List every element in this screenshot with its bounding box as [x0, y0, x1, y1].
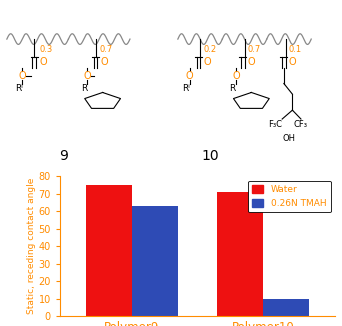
- Text: O: O: [248, 57, 255, 67]
- Text: 0.7: 0.7: [248, 45, 261, 54]
- Text: O: O: [203, 57, 211, 67]
- Bar: [217, 192, 263, 316]
- Text: O: O: [83, 71, 91, 82]
- Bar: [86, 185, 132, 316]
- Text: 9: 9: [59, 149, 68, 163]
- Text: Rⁱ: Rⁱ: [182, 84, 190, 93]
- Text: O: O: [18, 71, 26, 82]
- Text: 10: 10: [201, 149, 219, 163]
- Text: 0.2: 0.2: [203, 45, 216, 54]
- Text: F₃C: F₃C: [268, 120, 282, 129]
- Text: O: O: [186, 71, 194, 82]
- Text: R: R: [81, 84, 87, 93]
- Bar: [263, 299, 309, 316]
- Text: O: O: [232, 71, 240, 82]
- Text: 0.3: 0.3: [39, 45, 53, 54]
- Text: Rⁱ: Rⁱ: [15, 84, 23, 93]
- Text: R: R: [229, 84, 236, 93]
- Y-axis label: Static, receding contact angle: Static, receding contact angle: [27, 178, 36, 314]
- Text: O: O: [101, 57, 108, 67]
- Text: O: O: [39, 57, 47, 67]
- Text: OH: OH: [282, 134, 295, 143]
- Text: 0.7: 0.7: [99, 45, 113, 54]
- Bar: [132, 206, 178, 316]
- Text: CF₃: CF₃: [294, 120, 308, 129]
- Legend: Water, 0.26N TMAH: Water, 0.26N TMAH: [248, 181, 331, 212]
- Text: O: O: [289, 57, 297, 67]
- Text: 0.1: 0.1: [289, 45, 302, 54]
